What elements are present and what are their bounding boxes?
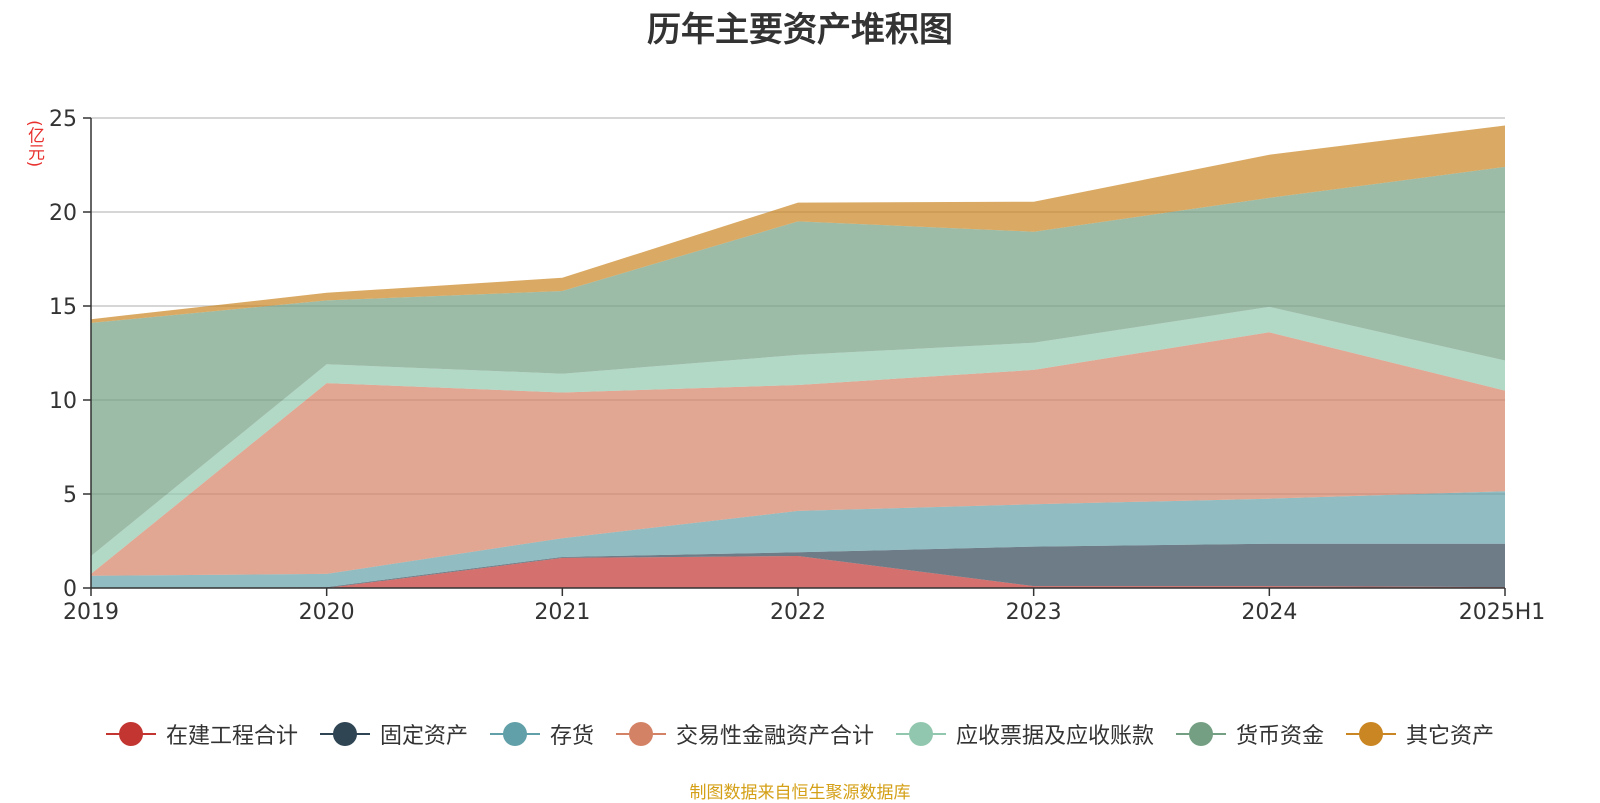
area-其它资产 — [91, 125, 1505, 323]
area-交易性金融资产合计 — [91, 332, 1505, 576]
area-存货 — [91, 491, 1505, 588]
y-tick-label: 10 — [49, 389, 77, 414]
x-tick-label: 2022 — [770, 600, 826, 625]
stacked-area-chart: 0 5 10 15 20 25 2019 2020 2021 2022 2023 2024 2025H1 — [49, 107, 1545, 625]
y-unit-label: (亿元) — [24, 120, 44, 168]
x-tick-label: 2024 — [1241, 600, 1297, 625]
legend-marker-icon — [615, 722, 666, 746]
y-tick-label: 25 — [49, 107, 77, 132]
chart-title: 历年主要资产堆积图 — [647, 10, 953, 50]
legend-item[interactable]: 固定资产 — [319, 718, 468, 750]
legend-item[interactable]: 在建工程合计 — [105, 718, 298, 750]
x-tick-label: 2019 — [63, 600, 119, 625]
x-tick-label: 2021 — [534, 600, 590, 625]
legend-marker-icon — [1346, 722, 1397, 746]
legend-label: 其它资产 — [1406, 724, 1495, 749]
y-tick-label: 5 — [63, 483, 77, 508]
area-固定资产 — [91, 543, 1505, 588]
area-货币资金 — [91, 166, 1505, 556]
legend-item[interactable]: 其它资产 — [1346, 718, 1494, 750]
legend-label: 交易性金融资产合计 — [675, 724, 874, 749]
y-tick-label: 15 — [49, 295, 77, 320]
legend-item[interactable]: 应收票据及应收账款 — [896, 718, 1154, 750]
legend: 在建工程合计 固定资产 存货 交易性金融资产合计 应收票据及应收账款 货币资金 其它资产 — [0, 718, 1600, 750]
legend-item[interactable]: 存货 — [489, 718, 594, 750]
legend-label: 存货 — [549, 724, 594, 749]
legend-marker-icon — [319, 722, 370, 746]
data-source-note: 制图数据来自恒生聚源数据库 — [689, 783, 911, 803]
legend-label: 应收票据及应收账款 — [956, 724, 1155, 749]
legend-marker-icon — [105, 722, 156, 746]
area-应收票据及应收账款 — [91, 306, 1505, 574]
y-tick-label: 20 — [49, 201, 77, 226]
legend-label: 在建工程合计 — [165, 724, 298, 749]
axes: 0 5 10 15 20 25 2019 2020 2021 2022 2023 2024 2025H1 — [49, 107, 1545, 625]
legend-marker-icon — [1176, 722, 1227, 746]
x-tick-label: 2025H1 — [1459, 600, 1546, 625]
legend-marker-icon — [896, 722, 946, 746]
x-tick-label: 2020 — [299, 600, 355, 625]
area-series — [91, 125, 1505, 588]
legend-item[interactable]: 货币资金 — [1176, 718, 1324, 750]
legend-marker-icon — [489, 722, 540, 746]
x-tick-label: 2023 — [1006, 600, 1062, 625]
legend-item[interactable]: 交易性金融资产合计 — [615, 718, 874, 750]
legend-label: 固定资产 — [379, 724, 468, 749]
area-在建工程合计 — [91, 556, 1505, 588]
y-tick-label: 0 — [63, 577, 77, 602]
legend-label: 货币资金 — [1236, 724, 1325, 749]
